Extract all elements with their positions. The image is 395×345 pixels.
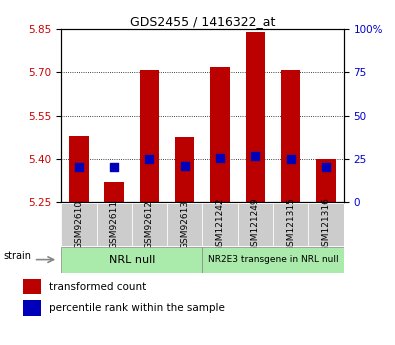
Bar — [140, 70, 159, 202]
Text: GSM121316: GSM121316 — [322, 197, 331, 252]
Text: GSM92611: GSM92611 — [110, 200, 118, 249]
Text: transformed count: transformed count — [49, 282, 146, 292]
Text: GSM121315: GSM121315 — [286, 197, 295, 252]
Bar — [23, 279, 41, 295]
Point — [146, 156, 152, 161]
Bar — [238, 203, 273, 246]
Bar — [211, 67, 230, 202]
Text: GSM92613: GSM92613 — [180, 200, 189, 249]
Bar — [273, 203, 308, 246]
Text: strain: strain — [3, 251, 31, 261]
Bar — [175, 137, 194, 202]
Bar — [202, 247, 344, 273]
Bar — [104, 182, 124, 202]
Text: GSM92610: GSM92610 — [74, 200, 83, 249]
Bar — [246, 32, 265, 202]
Bar — [61, 247, 202, 273]
Bar — [202, 203, 238, 246]
Point — [252, 153, 259, 159]
Bar — [316, 159, 336, 202]
Bar — [132, 203, 167, 246]
Text: GSM92612: GSM92612 — [145, 200, 154, 249]
Bar — [23, 300, 41, 316]
Text: NRL null: NRL null — [109, 255, 155, 265]
Bar — [61, 203, 96, 246]
Bar — [281, 70, 301, 202]
Point — [217, 156, 223, 161]
Point — [111, 164, 117, 169]
Point — [323, 164, 329, 169]
Point — [76, 165, 82, 170]
Bar — [96, 203, 132, 246]
Text: NR2E3 transgene in NRL null: NR2E3 transgene in NRL null — [208, 255, 339, 264]
Point — [288, 156, 294, 161]
Text: GSM121249: GSM121249 — [251, 197, 260, 252]
Text: GSM121242: GSM121242 — [216, 197, 225, 252]
Point — [182, 163, 188, 169]
Bar — [308, 203, 344, 246]
Title: GDS2455 / 1416322_at: GDS2455 / 1416322_at — [130, 15, 275, 28]
Bar — [167, 203, 202, 246]
Text: percentile rank within the sample: percentile rank within the sample — [49, 303, 225, 313]
Bar — [69, 136, 88, 202]
